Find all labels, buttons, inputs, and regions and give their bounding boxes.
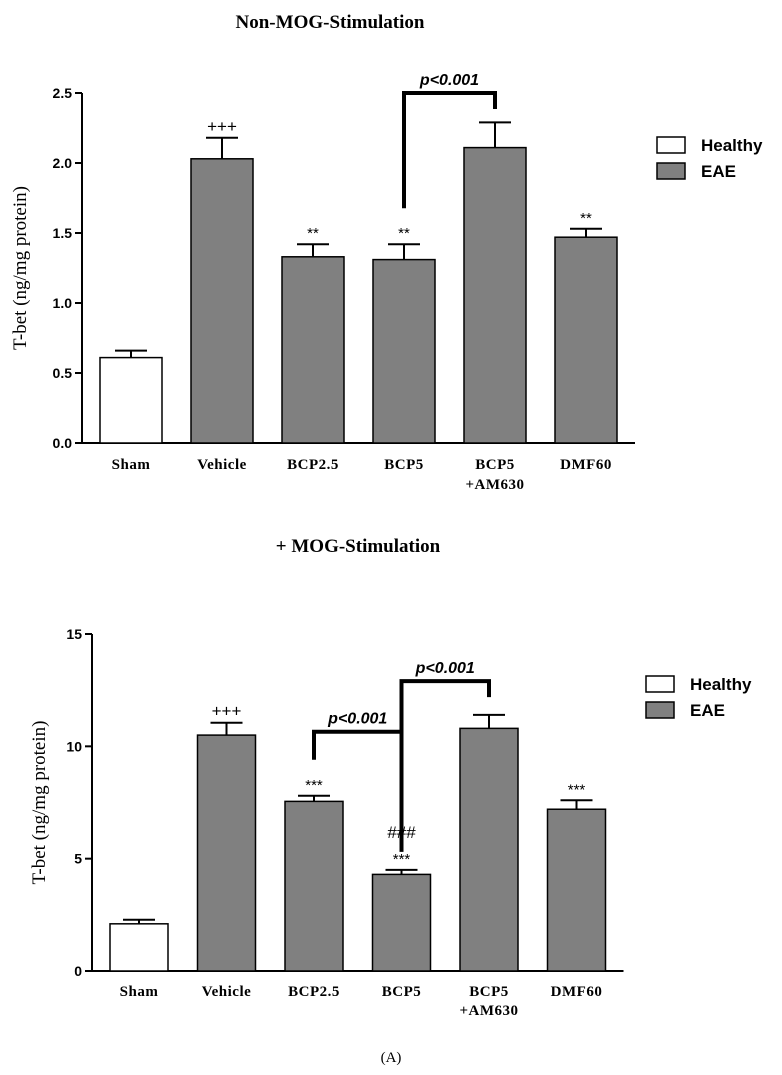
x-category-label: Vehicle	[197, 457, 247, 473]
bar	[281, 256, 345, 444]
bar	[546, 808, 607, 972]
significance-marker: **	[307, 225, 319, 242]
legend-label: EAE	[690, 701, 725, 720]
x-category-label: BCP2.5	[288, 984, 340, 1000]
x-category-label: Vehicle	[202, 984, 252, 1000]
legend-swatch	[645, 675, 675, 693]
p-value-label: p<0.001	[327, 711, 387, 728]
chart-non-mog-stimulation: Non-MOG-Stimulation T-bet (ng/mg protein)…	[10, 12, 763, 493]
x-category-label: BCP5	[469, 984, 509, 1000]
bar	[190, 158, 254, 444]
significance-marker: **	[580, 210, 592, 227]
bar	[284, 800, 344, 972]
figure-caption: (A)	[381, 1050, 402, 1066]
bar	[459, 727, 519, 972]
bar	[109, 923, 169, 972]
significance-marker: **	[398, 225, 410, 242]
x-category-label: BCP5	[384, 457, 424, 473]
legend-swatch	[645, 701, 675, 719]
y-tick-label: 15	[66, 626, 82, 642]
significance-bracket	[399, 679, 491, 810]
y-tick-label: 1.5	[53, 225, 73, 241]
x-category-label: DMF60	[551, 984, 603, 1000]
x-category-label: Sham	[120, 984, 159, 1000]
bar	[463, 146, 527, 444]
y-tick-label: 1.0	[53, 295, 73, 311]
chart-title: Non-MOG-Stimulation	[236, 12, 425, 33]
y-tick-label: 0.0	[53, 435, 73, 451]
significance-marker: +++	[212, 702, 242, 721]
y-tick-label: 0.5	[53, 365, 73, 381]
significance-marker: ***	[393, 851, 411, 868]
legend-swatch	[656, 136, 686, 154]
y-tick-label: 0	[74, 963, 82, 979]
y-axis-label: T-bet (ng/mg protein)	[10, 186, 31, 350]
y-axis-label: T-bet (ng/mg protein)	[29, 721, 50, 885]
legend-label: Healthy	[701, 136, 763, 155]
significance-bracket	[402, 91, 497, 209]
bar	[99, 356, 163, 444]
chart-mog-stimulation: + MOG-Stimulation T-bet (ng/mg protein) 0 5…	[29, 536, 752, 1019]
x-category-label: BCP2.5	[287, 457, 339, 473]
y-tick-label: 10	[66, 738, 82, 754]
x-category-label: DMF60	[560, 457, 612, 473]
p-value-label: p<0.001	[415, 660, 475, 677]
x-category-label: +AM630	[465, 477, 524, 493]
y-tick-label: 2.5	[53, 85, 73, 101]
bar	[372, 258, 436, 444]
x-category-label: +AM630	[459, 1003, 518, 1019]
bar	[554, 236, 618, 444]
bar	[196, 734, 257, 972]
x-category-label: BCP5	[475, 457, 515, 473]
x-category-label: Sham	[112, 457, 151, 473]
x-category-label: BCP5	[382, 984, 422, 1000]
bar	[371, 873, 432, 972]
legend-swatch	[656, 162, 686, 180]
legend-label: EAE	[701, 162, 736, 181]
y-tick-label: 5	[74, 851, 82, 867]
y-tick-label: 2.0	[53, 155, 73, 171]
significance-marker: ***	[305, 777, 323, 794]
significance-marker: +++	[207, 117, 237, 136]
p-value-label: p<0.001	[419, 72, 479, 89]
chart-title: + MOG-Stimulation	[276, 536, 441, 557]
significance-marker: ***	[568, 781, 586, 798]
legend-label: Healthy	[690, 675, 752, 694]
